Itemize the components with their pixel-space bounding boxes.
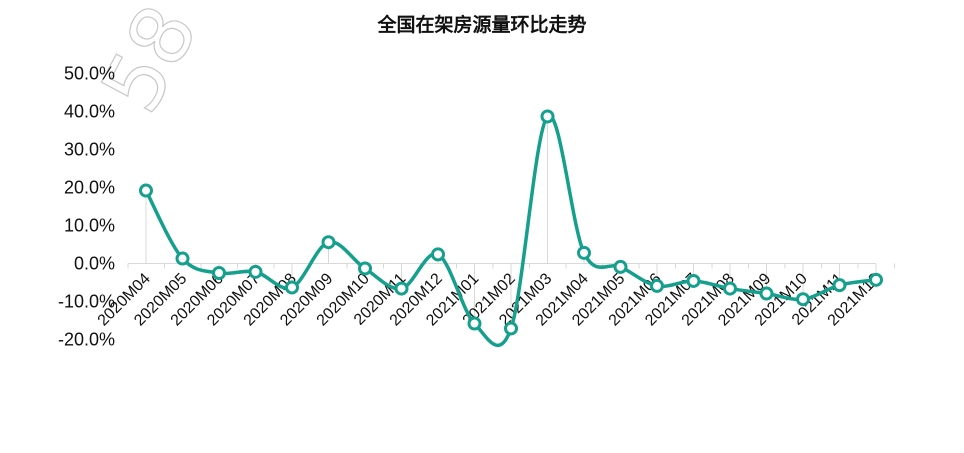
data-point: [139, 183, 153, 198]
chart-title: 全国在架房源量环比走势: [377, 14, 587, 36]
y-tick-label: 40.0%: [64, 102, 115, 122]
y-tick-label: 30.0%: [64, 140, 115, 160]
y-tick-label: -10.0%: [58, 292, 115, 312]
y-tick-label: 50.0%: [64, 64, 115, 84]
data-point: [212, 266, 226, 280]
data-point: [577, 245, 591, 260]
data-point: [832, 278, 847, 293]
data-point: [285, 280, 299, 295]
y-tick-label: 0.0%: [74, 254, 115, 274]
y-axis-ticks: -20.0% -10.0% 0.0% 10.0% 20.0% 30.0% 40.0% 50.0…: [58, 64, 115, 350]
data-point: [540, 109, 555, 124]
data-point: [394, 281, 409, 296]
data-point: [650, 278, 664, 293]
data-point: [869, 272, 883, 287]
data-point: [759, 286, 774, 301]
data-point: [431, 247, 445, 262]
y-tick-label: 20.0%: [64, 178, 115, 198]
data-point: [467, 316, 482, 331]
data-point: [248, 264, 263, 279]
data-point: [686, 273, 701, 288]
data-point: [723, 281, 737, 296]
y-tick-label: 10.0%: [64, 216, 115, 236]
series-layer: [139, 109, 883, 347]
data-point: [613, 259, 628, 274]
series-line: [144, 113, 877, 347]
data-point: [321, 235, 336, 250]
y-tick-label: -20.0%: [58, 330, 115, 350]
data-point: [796, 292, 810, 307]
data-point: [175, 251, 190, 266]
data-point: [358, 261, 372, 276]
data-point: [504, 321, 518, 336]
